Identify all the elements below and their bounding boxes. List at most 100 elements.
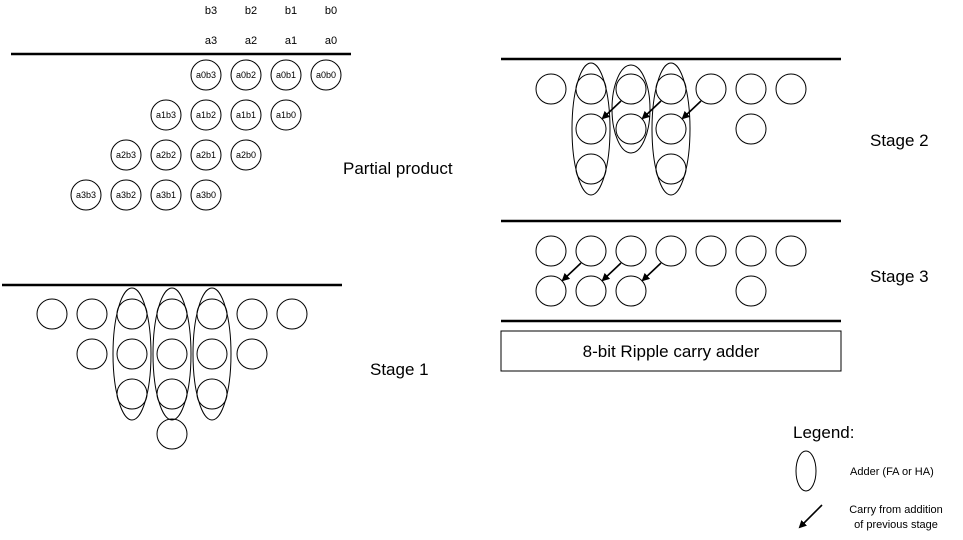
ripple-carry-adder-box (500, 330, 842, 372)
pp-label: a3b0 (196, 190, 216, 200)
bit-b0: b0 (325, 5, 337, 17)
pp-node (150, 139, 182, 171)
adder-icon (795, 450, 817, 492)
dot (116, 378, 148, 410)
dot (775, 235, 807, 267)
pp-node (110, 139, 142, 171)
partial-product-matrix (70, 59, 342, 211)
dot (735, 235, 767, 267)
pp-node (230, 99, 262, 131)
dot (575, 153, 607, 185)
pp-label: a0b1 (276, 70, 296, 80)
dot (655, 235, 687, 267)
dot (575, 73, 607, 105)
pp-label: a2b1 (196, 150, 216, 160)
pp-label: a0b3 (196, 70, 216, 80)
dot (735, 275, 767, 307)
carry-arrow (681, 100, 702, 120)
dot (695, 73, 727, 105)
dot (575, 275, 607, 307)
dot (76, 338, 108, 370)
pp-row-3 (70, 179, 222, 211)
dot (276, 298, 308, 330)
dot (615, 275, 647, 307)
partial-product-label: Partial product (343, 159, 453, 178)
bit-a0: a0 (325, 35, 337, 47)
dot (196, 338, 228, 370)
dot (735, 73, 767, 105)
pp-label: a1b3 (156, 110, 176, 120)
carry-arrow (641, 262, 662, 282)
legend-adder-label: Adder (FA or HA) (850, 466, 934, 478)
dot (236, 298, 268, 330)
dot (156, 418, 188, 450)
legend-carry-label-line2: of previous stage (854, 519, 938, 531)
b-bits-row: b3 b2 b1 b0 (205, 5, 337, 17)
pp-label: a1b1 (236, 110, 256, 120)
bit-b1: b1 (285, 5, 297, 17)
pp-node (190, 179, 222, 211)
bit-b3: b3 (205, 5, 217, 17)
pp-label: a0b0 (316, 70, 336, 80)
stage-1-adders (112, 287, 232, 421)
dot (615, 113, 647, 145)
dot (116, 338, 148, 370)
pp-node (230, 59, 262, 91)
pp-label: a3b1 (156, 190, 176, 200)
dot (535, 275, 567, 307)
partial-product-labels: a0b3 a0b2 a0b1 a0b0 a1b3 a1b2 a1b1 a1b0 … (76, 70, 336, 200)
pp-label: a3b2 (116, 190, 136, 200)
dot (775, 73, 807, 105)
dot (196, 378, 228, 410)
dot (615, 73, 647, 105)
adder-ellipse (192, 287, 232, 421)
carry-arrow (561, 262, 582, 282)
stage-2-dots (535, 73, 807, 185)
pp-node (150, 99, 182, 131)
pp-label: a1b2 (196, 110, 216, 120)
legend-title: Legend: (793, 423, 854, 442)
bit-a1: a1 (285, 35, 297, 47)
bit-a3: a3 (205, 35, 217, 47)
dot (535, 235, 567, 267)
pp-node (270, 59, 302, 91)
pp-row-1 (150, 99, 302, 131)
pp-label: a2b3 (116, 150, 136, 160)
dot (36, 298, 68, 330)
bit-b2: b2 (245, 5, 257, 17)
carry-arrow-icon (798, 504, 823, 529)
dot (655, 73, 687, 105)
stage-2-label: Stage 2 (870, 131, 929, 150)
dot (76, 298, 108, 330)
adder-ellipse (112, 287, 152, 421)
pp-row-0 (190, 59, 342, 91)
carry-arrow (601, 262, 622, 282)
stage-3-dots (535, 235, 807, 307)
dot (116, 298, 148, 330)
dot (575, 113, 607, 145)
pp-node (70, 179, 102, 211)
ripple-carry-adder-label: 8-bit Ripple carry adder (583, 342, 760, 361)
carry-arrow (601, 100, 622, 120)
pp-label: a3b3 (76, 190, 96, 200)
stage-3-carry-arrows (561, 262, 662, 282)
stage-1-label: Stage 1 (370, 360, 429, 379)
dot (575, 235, 607, 267)
pp-node (270, 99, 302, 131)
pp-label: a2b2 (156, 150, 176, 160)
stage-3-label: Stage 3 (870, 267, 929, 286)
pp-label: a2b0 (236, 150, 256, 160)
dot (196, 298, 228, 330)
a-bits-row: a3 a2 a1 a0 (205, 35, 337, 47)
pp-row-2 (110, 139, 262, 171)
pp-node (190, 59, 222, 91)
dot (236, 338, 268, 370)
pp-node (310, 59, 342, 91)
stage-2-carry-arrows (601, 100, 702, 120)
pp-node (110, 179, 142, 211)
pp-node (190, 139, 222, 171)
legend-carry-label-line1: Carry from addition (849, 504, 943, 516)
adder-ellipse (651, 62, 691, 196)
dot (156, 378, 188, 410)
